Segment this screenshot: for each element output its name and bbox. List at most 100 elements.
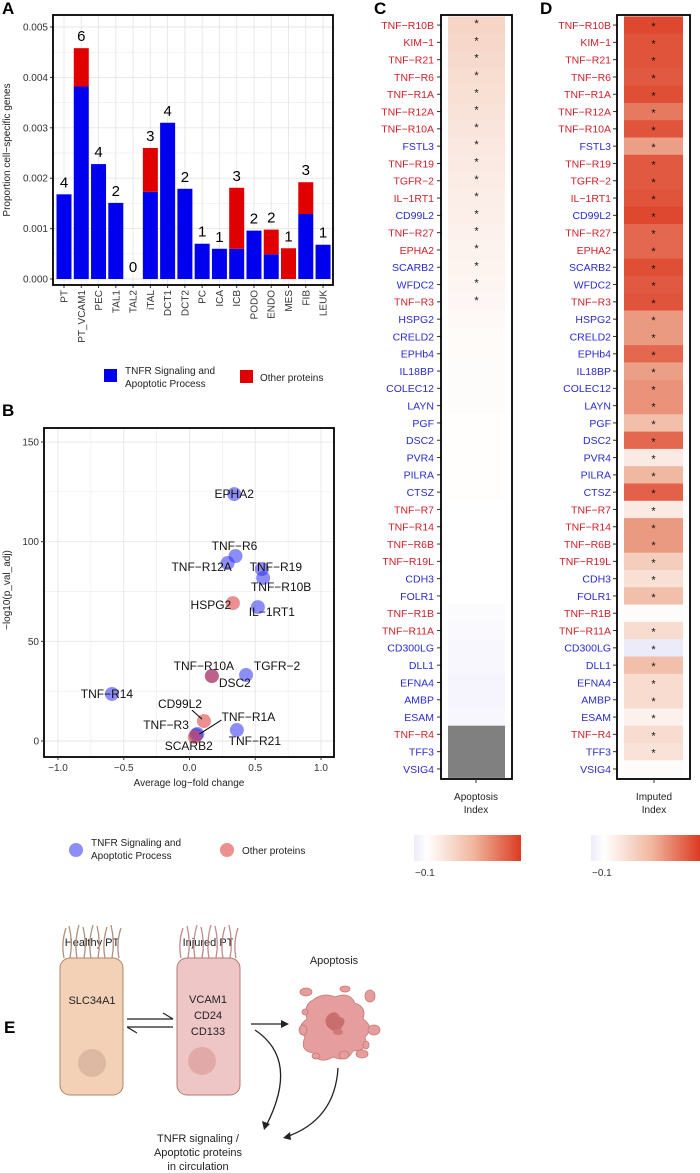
significance-star-icon: * bbox=[651, 159, 656, 171]
x-tick-label: ICA bbox=[215, 290, 226, 307]
y-tick-label: 0.001 bbox=[23, 224, 48, 235]
row-label: TNF−R6B bbox=[387, 539, 434, 551]
point-label: TGFR−2 bbox=[254, 659, 301, 673]
row-label: WFDC2 bbox=[574, 279, 611, 291]
heatmap-cell bbox=[448, 85, 505, 104]
heatmap-cell bbox=[448, 414, 505, 432]
circulation-line-1: TNFR signaling / bbox=[157, 1133, 240, 1145]
arrow-to-apoptosis-icon bbox=[251, 1020, 289, 1028]
x-tick-label: PT_VCAM1 bbox=[77, 290, 88, 343]
significance-star-icon: * bbox=[474, 53, 479, 65]
heatmap-cell bbox=[624, 275, 683, 294]
y-tick-label: 0.002 bbox=[23, 174, 48, 185]
scatter-point bbox=[256, 570, 271, 585]
heatmap-cell bbox=[448, 518, 505, 536]
heatmap-cell bbox=[624, 500, 683, 519]
y-tick-label: 100 bbox=[22, 537, 39, 548]
curved-arrows-icon bbox=[254, 1029, 339, 1138]
row-label: CDH3 bbox=[405, 573, 434, 585]
legend-swatch-other bbox=[240, 370, 253, 383]
scatter-chart-b: EPHA2 TNF−R6 TNF−R12A TNF−R19 TNF−R10B HSPG2 I… bbox=[2, 427, 335, 862]
heatmap-cell bbox=[624, 414, 683, 432]
y-tick-label: 50 bbox=[28, 637, 40, 648]
heatmap-cell bbox=[448, 68, 505, 86]
x-tick-label: ENDO bbox=[267, 290, 278, 319]
point-label: TNF−R10B bbox=[251, 580, 311, 594]
heatmap-cell bbox=[624, 206, 683, 225]
significance-star-icon: * bbox=[651, 21, 656, 33]
significance-star-icon: * bbox=[651, 384, 656, 396]
row-label: DSC2 bbox=[583, 435, 611, 447]
bar-tnfr bbox=[160, 122, 176, 279]
row-label: LAYN bbox=[407, 400, 434, 412]
significance-star-icon: * bbox=[474, 18, 479, 30]
heatmap-cell bbox=[624, 224, 683, 242]
legend-swatch-tnfr bbox=[104, 369, 117, 382]
row-label: SCARB2 bbox=[392, 262, 434, 274]
heatmap-cell bbox=[624, 604, 683, 623]
heatmap-cell bbox=[448, 189, 505, 207]
row-label: CRELD2 bbox=[393, 331, 435, 343]
healthy-marker: SLC34A1 bbox=[68, 995, 115, 1007]
row-label: DSC2 bbox=[406, 435, 434, 447]
row-label: TNF−R11A bbox=[559, 625, 611, 637]
significance-star-icon: * bbox=[651, 730, 656, 742]
significance-star-icon: * bbox=[651, 281, 656, 293]
row-label: EPHA2 bbox=[400, 245, 435, 257]
heatmap-cell bbox=[448, 431, 505, 450]
significance-star-icon: * bbox=[651, 246, 656, 258]
scatter-point bbox=[204, 669, 219, 684]
significance-star-icon: * bbox=[651, 38, 656, 50]
bar-other bbox=[263, 229, 279, 255]
significance-star-icon: * bbox=[651, 696, 656, 708]
scatter-point bbox=[104, 686, 119, 701]
significance-star-icon: * bbox=[474, 191, 479, 203]
row-label: TNF−R4 bbox=[394, 729, 434, 741]
arrowhead-icon bbox=[262, 1121, 270, 1130]
heatmap-cell bbox=[448, 621, 505, 640]
row-label: AMBP bbox=[404, 695, 434, 707]
significance-star-icon: * bbox=[651, 142, 656, 154]
bar-tnfr bbox=[142, 191, 158, 279]
panel-label-a: A bbox=[2, 0, 14, 18]
significance-star-icon: * bbox=[651, 713, 656, 725]
heatmap-cell bbox=[624, 760, 683, 778]
heatmap-cell bbox=[624, 85, 683, 104]
heatmap-cell bbox=[448, 483, 505, 502]
heatmap-cell bbox=[624, 725, 683, 744]
row-label: EFNA4 bbox=[577, 677, 611, 689]
panel-label-b: B bbox=[2, 401, 14, 420]
heatmap-cell bbox=[448, 760, 505, 778]
count-label: 2 bbox=[250, 211, 258, 228]
injured-marker-2: CD24 bbox=[194, 1010, 222, 1022]
legend-label-tnfr-1: TNFR Signaling and bbox=[91, 838, 181, 849]
healthy-cilia-icon bbox=[62, 924, 122, 959]
injured-marker-1: VCAM1 bbox=[189, 994, 227, 1006]
heatmap-cell bbox=[448, 206, 505, 225]
row-label: TNF−R3 bbox=[571, 297, 611, 309]
heatmap-cell bbox=[448, 466, 505, 484]
heatmap-cell bbox=[624, 673, 683, 692]
count-label: 0 bbox=[129, 259, 137, 276]
significance-star-icon: * bbox=[474, 174, 479, 186]
heatmap-cell bbox=[448, 345, 505, 363]
y-axis-label: −log10(p_val_adj) bbox=[2, 550, 13, 630]
row-label: TNF−R7 bbox=[394, 504, 434, 516]
heatmap-cell bbox=[624, 431, 683, 450]
heatmap-cell bbox=[448, 379, 505, 398]
y-tick-label: 0.004 bbox=[23, 73, 48, 84]
bar-tnfr bbox=[246, 230, 262, 279]
heatmap-cell bbox=[624, 552, 683, 571]
row-label: TNF−R21 bbox=[388, 54, 434, 66]
x-axis-label: Average log−fold change bbox=[134, 778, 245, 789]
x-tick-label: TAL2 bbox=[129, 290, 140, 314]
significance-star-icon: * bbox=[474, 260, 479, 272]
significance-star-icon: * bbox=[651, 540, 656, 552]
scatter-point bbox=[220, 556, 235, 571]
bar-tnfr bbox=[108, 202, 124, 279]
heatmap-cell bbox=[624, 743, 683, 761]
row-label: PILRA bbox=[404, 470, 434, 482]
row-label: CTSZ bbox=[407, 487, 435, 499]
y-tick-label: 0 bbox=[33, 737, 39, 748]
